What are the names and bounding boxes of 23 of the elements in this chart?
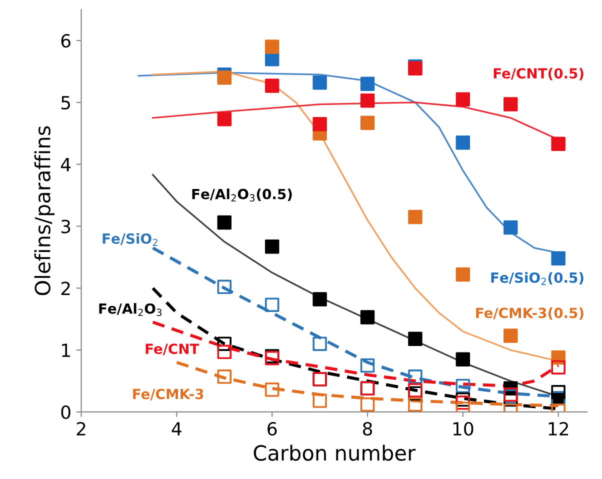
x-tick-label: 12	[548, 422, 568, 436]
y-tick-label: 2	[61, 282, 70, 295]
series-label: Fe/CNT	[146, 344, 200, 356]
series-label: Fe/CMK-3(0.5)	[476, 307, 584, 320]
y-axis-title: Olefins/paraffins	[34, 126, 55, 296]
x-tick-label: 10	[453, 422, 474, 436]
y-tick-label: 5	[61, 96, 70, 110]
series-label: Fe/SiO$_{2}$(0.5)	[491, 272, 584, 285]
y-tick-label: 3	[61, 220, 70, 234]
series-label: Fe/CMK-3	[133, 388, 204, 400]
y-tick-label: 1	[62, 344, 70, 357]
y-tick-label: 4	[60, 158, 71, 172]
y-tick-label: 6	[61, 34, 70, 48]
x-tick-label: 8	[362, 422, 372, 436]
series-label: Fe/CNT(0.5)	[494, 68, 584, 80]
x-tick-label: 2	[76, 422, 86, 436]
x-tick-label: 4	[172, 422, 182, 436]
text: Fe/Al$_{2}$O$_{3}$	[99, 303, 162, 316]
x-tick-label: 6	[268, 422, 277, 436]
x-axis-title: Carbon number	[254, 444, 416, 461]
series-label: Fe/Al$_{2}$O$_{3}$(0.5)	[192, 188, 292, 202]
y-tick-label: 0	[61, 405, 70, 420]
text: Fe/SiO$_{2}$	[102, 233, 158, 246]
